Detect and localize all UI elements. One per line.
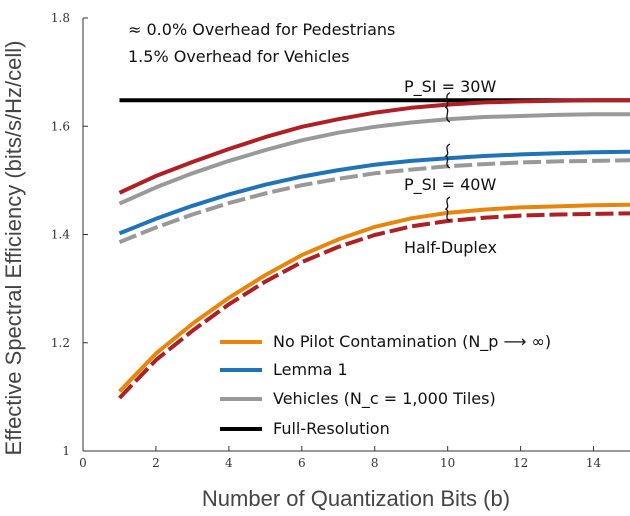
- group-brace-0: [444, 92, 451, 123]
- ticks-layer: 0 2 4 6 8 10 12 14 1 1.2 1.4 1.6 1.8: [51, 11, 602, 470]
- legend-label-full-resolution: Full-Resolution: [273, 419, 390, 438]
- series-line-4: [118, 158, 630, 244]
- series-layer: [118, 98, 630, 400]
- x-tick-label: 6: [298, 456, 306, 470]
- series-line-1: [118, 98, 630, 195]
- legend: No Pilot Contamination (N_p ⟶ ∞) Lemma 1…: [220, 332, 551, 438]
- x-tick-label: 0: [79, 456, 87, 470]
- x-tick-label: 14: [586, 456, 602, 470]
- group-brace-2: [444, 196, 451, 222]
- legend-label-lemma1: Lemma 1: [273, 360, 348, 379]
- x-tick-label: 10: [440, 456, 455, 470]
- series-line-2: [118, 112, 630, 206]
- legend-label-vehicles: Vehicles (N_c = 1,000 Tiles): [273, 389, 496, 409]
- psi-40w-label: P_SI = 40W: [404, 175, 496, 195]
- y-tick-label: 1.2: [51, 336, 70, 350]
- series-line-5: [118, 202, 630, 393]
- legend-label-no-pilot: No Pilot Contamination (N_p ⟶ ∞): [273, 332, 551, 352]
- y-tick-label: 1.6: [51, 119, 70, 133]
- half-duplex-label: Half-Duplex: [404, 238, 497, 257]
- x-axis-title: Number of Quantization Bits (b): [202, 486, 510, 511]
- y-tick-label: 1.4: [51, 228, 70, 242]
- brace-layer: [444, 92, 451, 222]
- series-line-3: [118, 149, 630, 236]
- x-tick-label: 8: [371, 456, 379, 470]
- overhead-vehicles-note: 1.5% Overhead for Vehicles: [128, 47, 350, 66]
- x-tick-label: 12: [513, 456, 528, 470]
- x-tick-label: 4: [225, 456, 233, 470]
- psi-30w-label: P_SI = 30W: [404, 77, 496, 97]
- series-line-6: [118, 211, 630, 400]
- y-tick-label: 1: [62, 444, 70, 458]
- y-axis-title: Effective Spectral Efficiency (bits/s/Hz…: [1, 41, 26, 456]
- y-tick-label: 1.8: [51, 11, 70, 25]
- x-tick-label: 2: [152, 456, 160, 470]
- overhead-pedestrians-note: ≈ 0.0% Overhead for Pedestrians: [128, 20, 395, 39]
- group-brace-1: [444, 143, 451, 169]
